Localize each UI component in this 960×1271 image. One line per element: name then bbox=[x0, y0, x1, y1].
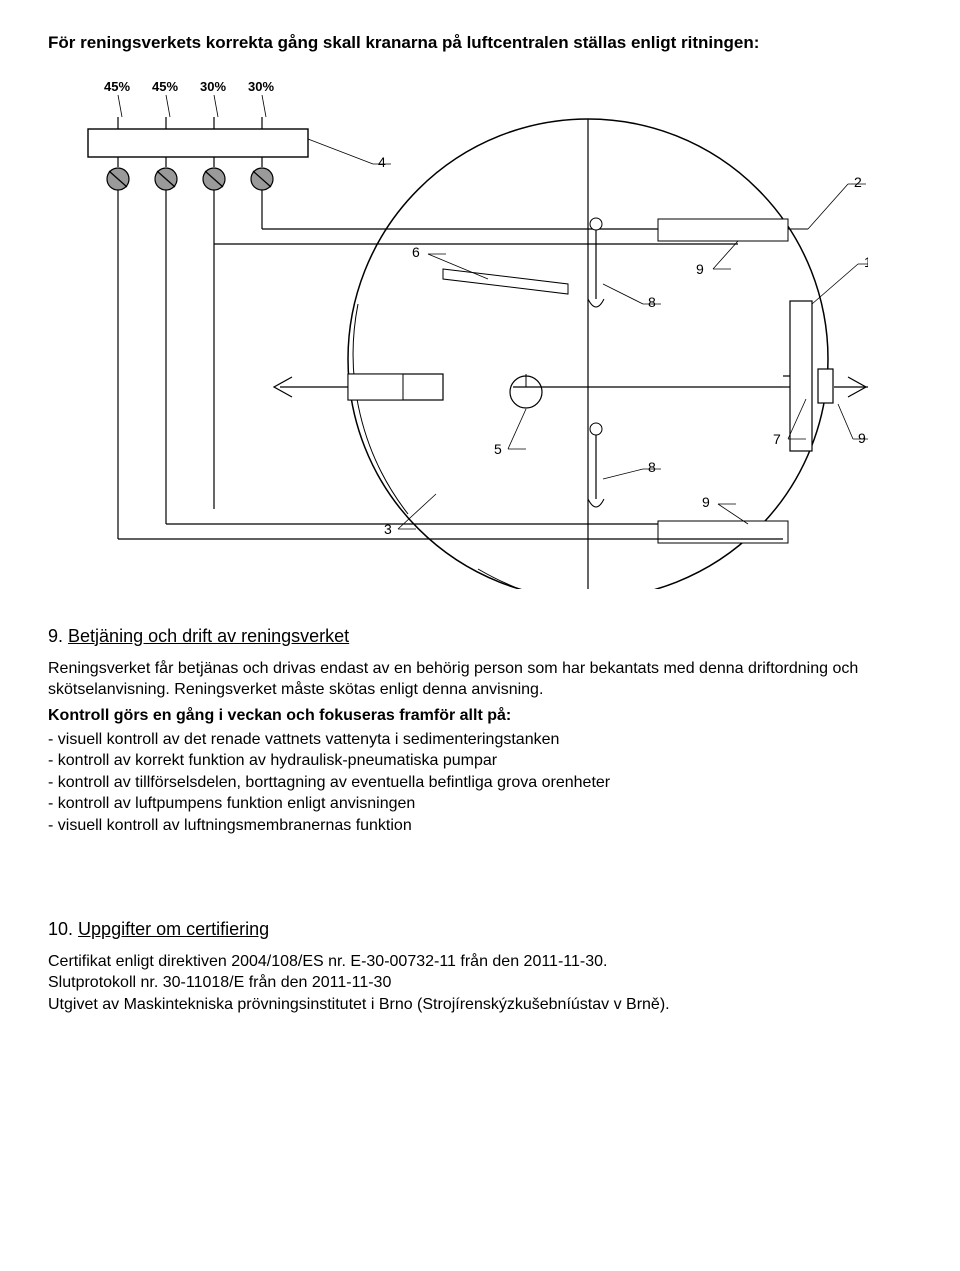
svg-text:9: 9 bbox=[702, 494, 710, 510]
svg-text:9: 9 bbox=[696, 261, 704, 277]
svg-text:9: 9 bbox=[858, 430, 866, 446]
svg-text:45%: 45% bbox=[104, 79, 130, 94]
svg-text:4: 4 bbox=[378, 154, 386, 170]
svg-text:8: 8 bbox=[648, 294, 656, 310]
section-9-para1: Reningsverket får betjänas och drivas en… bbox=[48, 658, 912, 701]
svg-text:30%: 30% bbox=[200, 79, 226, 94]
valve-diagram: 45% 45% 30% 30% 4 6 8 9 2 1 7 9 5 3 8 9 bbox=[48, 69, 912, 596]
list-item: - kontroll av korrekt funktion av hydrau… bbox=[48, 750, 912, 772]
intro-text: För reningsverkets korrekta gång skall k… bbox=[48, 32, 912, 55]
section-9-title: Betjäning och drift av reningsverket bbox=[68, 626, 349, 646]
certification-block: Certifikat enligt direktiven 2004/108/ES… bbox=[48, 951, 912, 1016]
cert-line-3: Utgivet av Maskintekniska prövningsinsti… bbox=[48, 994, 912, 1016]
svg-text:5: 5 bbox=[494, 441, 502, 457]
svg-text:3: 3 bbox=[384, 521, 392, 537]
svg-text:30%: 30% bbox=[248, 79, 274, 94]
svg-text:7: 7 bbox=[773, 431, 781, 447]
section-10-heading: 10. Uppgifter om certifiering bbox=[48, 917, 912, 941]
section-9-heading: 9. Betjäning och drift av reningsverket bbox=[48, 624, 912, 648]
cert-line-2: Slutprotokoll nr. 30-11018/E från den 20… bbox=[48, 972, 912, 994]
svg-text:8: 8 bbox=[648, 459, 656, 475]
cert-line-1: Certifikat enligt direktiven 2004/108/ES… bbox=[48, 951, 912, 973]
list-item: - kontroll av tillförselsdelen, borttagn… bbox=[48, 772, 912, 794]
svg-text:2: 2 bbox=[854, 174, 862, 190]
list-item: - visuell kontroll av luftningsmembraner… bbox=[48, 815, 912, 837]
svg-text:6: 6 bbox=[412, 244, 420, 260]
section-9-para2: Kontroll görs en gång i veckan och fokus… bbox=[48, 705, 912, 727]
section-10-title: Uppgifter om certifiering bbox=[78, 919, 269, 939]
svg-text:1: 1 bbox=[864, 254, 868, 270]
section-10-number: 10. bbox=[48, 919, 73, 939]
list-item: - kontroll av luftpumpens funktion enlig… bbox=[48, 793, 912, 815]
svg-text:45%: 45% bbox=[152, 79, 178, 94]
list-item: - visuell kontroll av det renade vattnet… bbox=[48, 729, 912, 751]
section-9-number: 9. bbox=[48, 626, 63, 646]
section-9-list: - visuell kontroll av det renade vattnet… bbox=[48, 729, 912, 837]
